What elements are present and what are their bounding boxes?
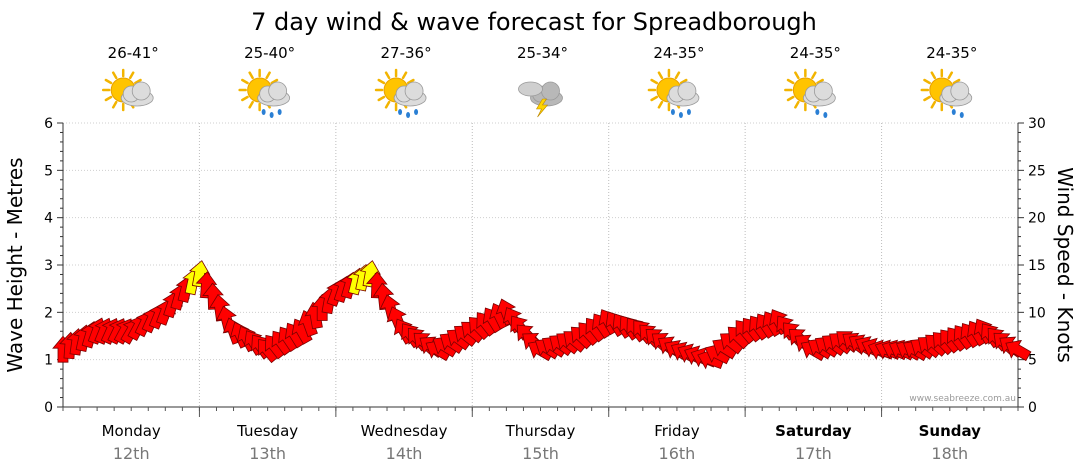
y-axis-right-title: Wind Speed - Knots	[1053, 167, 1077, 363]
day-names: Monday Tuesday Wednesday Thursday Friday…	[102, 422, 982, 440]
y-tick-left: 1	[44, 353, 53, 369]
day-name: Sunday	[919, 422, 982, 440]
day-date: 12th	[113, 444, 150, 463]
day-temp: 25-34°	[517, 44, 568, 62]
y-tick-left: 0	[44, 400, 53, 416]
y-tick-right: 15	[1028, 258, 1046, 274]
day-temp: 25-40°	[244, 44, 295, 62]
day-date: 13th	[249, 444, 286, 463]
chart-grid	[63, 122, 1018, 407]
day-name: Monday	[102, 422, 161, 440]
y-tick-left: 4	[44, 211, 53, 227]
day-date: 18th	[931, 444, 968, 463]
wind-arrow	[1005, 340, 1032, 362]
sun-cloud-rain-icon	[647, 68, 700, 118]
wind-arrows	[52, 260, 1032, 370]
sun-cloud-drizzle-icon	[784, 68, 836, 118]
sun-cloud-icon	[101, 68, 154, 112]
day-temp: 27-36°	[381, 44, 432, 62]
sun-cloud-rain-icon	[238, 68, 291, 118]
y-tick-right: 25	[1028, 163, 1046, 179]
day-temp: 24-35°	[653, 44, 704, 62]
day-temp: 24-35°	[926, 44, 977, 62]
y-tick-left: 2	[44, 305, 53, 321]
y-ticks-right: 0 5 10 15 20 25 30	[1028, 116, 1046, 416]
day-temp: 24-35°	[790, 44, 841, 62]
y-tick-left: 3	[44, 258, 53, 274]
chart-title: 7 day wind & wave forecast for Spreadbor…	[251, 8, 817, 36]
day-temp: 26-41°	[108, 44, 159, 62]
y-tick-right: 20	[1028, 211, 1046, 227]
day-date: 14th	[386, 444, 423, 463]
day-name: Friday	[654, 422, 700, 440]
y-tick-right: 10	[1028, 305, 1046, 321]
day-name: Saturday	[775, 422, 852, 440]
day-name: Tuesday	[236, 422, 298, 440]
y-tick-left: 6	[44, 116, 53, 132]
y-tick-right: 0	[1028, 400, 1037, 416]
y-tick-right: 5	[1028, 353, 1037, 369]
credit-text: www.seabreeze.com.au	[909, 394, 1016, 404]
day-temperatures: 26-41° 25-40° 27-36° 25-34° 24-35° 24-35…	[108, 44, 978, 62]
sun-cloud-rain-icon	[374, 68, 427, 118]
day-dates: 12th 13th 14th 15th 16th 17th 18th	[113, 444, 968, 463]
y-tick-right: 30	[1028, 116, 1046, 132]
day-name: Thursday	[505, 422, 576, 440]
y-ticks-left: 0 1 2 3 4 5 6	[44, 116, 53, 416]
y-axis-left-title: Wave Height - Metres	[3, 157, 27, 372]
storm-cloud-icon	[518, 81, 563, 118]
sun-cloud-drizzle-icon	[920, 68, 973, 118]
day-name: Wednesday	[361, 422, 448, 440]
weather-icons	[101, 68, 973, 118]
day-date: 15th	[522, 444, 559, 463]
day-date: 17th	[795, 444, 832, 463]
day-date: 16th	[659, 444, 696, 463]
y-tick-left: 5	[44, 163, 53, 179]
